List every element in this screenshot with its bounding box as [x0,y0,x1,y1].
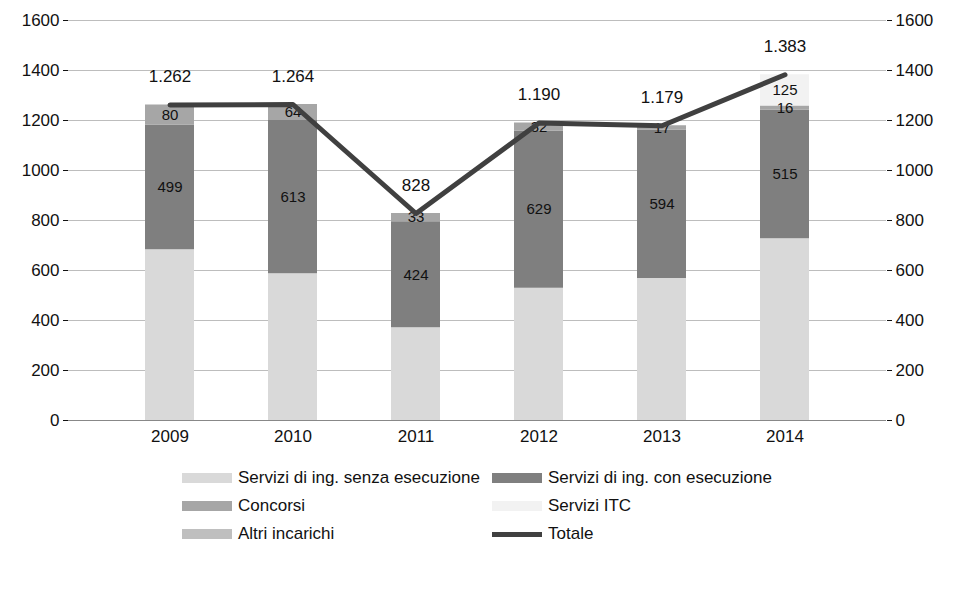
svg-text:80: 80 [162,106,179,123]
svg-text:33: 33 [407,208,425,226]
svg-text:400: 400 [896,311,924,330]
svg-text:594: 594 [649,195,674,212]
svg-text:1000: 1000 [896,161,934,180]
svg-text:2011: 2011 [398,427,435,446]
svg-text:800: 800 [31,211,59,230]
svg-text:1.179: 1.179 [641,88,684,107]
svg-text:200: 200 [896,361,924,380]
svg-text:0: 0 [50,411,59,430]
svg-text:600: 600 [31,261,59,280]
svg-text:600: 600 [896,261,924,280]
svg-text:1200: 1200 [896,111,934,130]
svg-text:1200: 1200 [22,111,60,130]
svg-text:515: 515 [772,165,797,182]
svg-text:2009: 2009 [151,427,189,446]
svg-text:1000: 1000 [22,161,60,180]
svg-text:1.383: 1.383 [764,37,807,56]
svg-text:1400: 1400 [22,61,60,80]
svg-text:0: 0 [896,411,905,430]
html-text:Altri incarichi: Altri incarichi [238,524,335,543]
svg-text:200: 200 [31,361,59,380]
svg-text:1.190: 1.190 [518,85,561,104]
html-text:Servizi di ing. con esecuzione: Servizi di ing. con esecuzione [548,468,772,487]
svg-text:499: 499 [157,178,182,195]
svg-text:1600: 1600 [896,11,934,30]
svg-text:1400: 1400 [896,61,934,80]
svg-text:17: 17 [653,118,671,136]
svg-text:2013: 2013 [643,427,681,446]
svg-text:613: 613 [280,188,305,205]
svg-text:1600: 1600 [22,11,60,30]
svg-text:16: 16 [777,99,794,116]
svg-text:800: 800 [896,211,924,230]
svg-text:400: 400 [31,311,59,330]
svg-text:2014: 2014 [766,427,804,446]
svg-text:125: 125 [772,81,797,98]
html-text:Servizi ITC: Servizi ITC [548,496,632,515]
svg-text:32: 32 [530,117,548,135]
svg-text:2010: 2010 [274,427,312,446]
svg-text:629: 629 [526,200,551,217]
svg-text:2012: 2012 [520,427,558,446]
svg-text:1.264: 1.264 [272,67,315,86]
svg-text:828: 828 [402,176,430,195]
html-text:Concorsi: Concorsi [238,496,306,515]
html-text:Servizi di ing. senza esecuzio: Servizi di ing. senza esecuzione [238,468,480,487]
svg-text:1.262: 1.262 [149,67,192,86]
html-text:Totale: Totale [548,524,594,543]
svg-text:64: 64 [284,103,302,121]
svg-text:424: 424 [403,266,428,283]
